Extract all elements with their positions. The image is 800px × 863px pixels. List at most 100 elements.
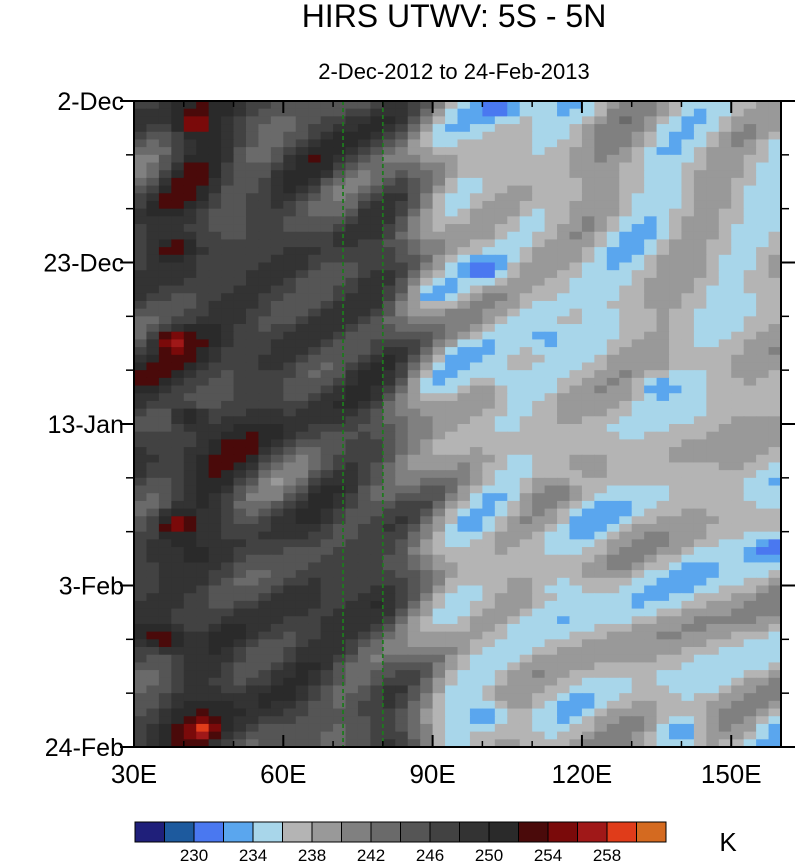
heatmap-cell [606, 239, 620, 248]
heatmap-cell [432, 231, 446, 241]
heatmap-cell [644, 454, 658, 464]
heatmap-cell [382, 439, 396, 448]
heatmap-cell [270, 385, 284, 394]
heatmap-cell [731, 308, 745, 317]
heatmap-cell [283, 562, 297, 571]
heatmap-cell [457, 208, 471, 217]
heatmap-cell [693, 539, 707, 548]
heatmap-cell [407, 277, 421, 287]
heatmap-cell [557, 508, 571, 517]
heatmap-cell [731, 285, 745, 294]
heatmap-cell [532, 300, 546, 310]
heatmap-cell [295, 631, 309, 640]
heatmap-cell [594, 339, 608, 348]
heatmap-cell [544, 116, 558, 125]
heatmap-cell [382, 262, 396, 271]
heatmap-cell [619, 508, 633, 517]
heatmap-cell [693, 200, 707, 210]
heatmap-cell [420, 377, 434, 387]
heatmap-cell [581, 239, 595, 248]
heatmap-cell [245, 424, 260, 433]
heatmap-cell [718, 124, 732, 133]
heatmap-cell [395, 385, 409, 394]
heatmap-cell [681, 193, 695, 202]
heatmap-cell [333, 577, 347, 587]
heatmap-cell [756, 239, 770, 248]
heatmap-cell [395, 354, 409, 364]
heatmap-cell [469, 485, 483, 494]
heatmap-cell [395, 439, 409, 448]
heatmap-cell [183, 539, 197, 548]
heatmap-cell [158, 424, 172, 433]
heatmap-cell [519, 662, 533, 671]
heatmap-cell [656, 270, 670, 279]
heatmap-cell [681, 716, 695, 725]
heatmap-cell [718, 331, 732, 341]
heatmap-cell [395, 393, 409, 402]
heatmap-cell [382, 116, 396, 125]
heatmap-cell [233, 354, 247, 364]
heatmap-cell [482, 539, 496, 548]
heatmap-cell [357, 470, 372, 479]
heatmap-cell [233, 431, 247, 440]
heatmap-cell [619, 277, 633, 287]
heatmap-cell [557, 570, 571, 579]
heatmap-cell [221, 347, 235, 356]
heatmap-cell [320, 400, 334, 410]
heatmap-cell [407, 731, 421, 740]
heatmap-cell [519, 723, 533, 733]
heatmap-cell [420, 224, 434, 233]
heatmap-cell [333, 370, 347, 379]
heatmap-cell [146, 647, 160, 656]
heatmap-cell [581, 224, 595, 233]
heatmap-cell [245, 731, 260, 740]
heatmap-cell [644, 600, 658, 610]
heatmap-cell [134, 101, 148, 110]
heatmap-cell [619, 523, 633, 533]
heatmap-cell [718, 493, 732, 502]
heatmap-cell [494, 370, 508, 379]
heatmap-cell [532, 208, 546, 217]
heatmap-cell [432, 570, 446, 579]
heatmap-cell [581, 670, 595, 679]
heatmap-cell [681, 185, 695, 194]
heatmap-cell [258, 193, 272, 202]
heatmap-cell [345, 177, 359, 187]
heatmap-cell [631, 216, 645, 225]
heatmap-cell [407, 254, 421, 264]
heatmap-cell [158, 400, 172, 410]
heatmap-cell [171, 608, 185, 617]
heatmap-cell [569, 508, 583, 517]
heatmap-cell [718, 547, 732, 556]
heatmap-cell [333, 508, 347, 517]
heatmap-cell [407, 562, 421, 571]
heatmap-cell [146, 693, 160, 702]
heatmap-cell [258, 562, 272, 571]
heatmap-cell [706, 508, 720, 517]
heatmap-cell [295, 193, 309, 202]
heatmap-cell [258, 477, 272, 487]
heatmap-cell [457, 431, 471, 440]
heatmap-cell [731, 154, 745, 164]
heatmap-cell [706, 377, 720, 387]
heatmap-cell [395, 585, 409, 594]
heatmap-cell [432, 731, 446, 740]
heatmap-cell [606, 300, 620, 310]
heatmap-cell [569, 708, 583, 717]
heatmap-cell [320, 170, 334, 179]
heatmap-cell [768, 262, 781, 271]
heatmap-cell [494, 693, 508, 702]
heatmap-cell [581, 400, 595, 410]
heatmap-cell [644, 147, 658, 156]
heatmap-cell [706, 416, 720, 425]
heatmap-cell [245, 539, 260, 548]
heatmap-cell [507, 547, 521, 556]
heatmap-cell [196, 470, 210, 479]
heatmap-cell [345, 101, 359, 110]
heatmap-cell [395, 231, 409, 241]
heatmap-cell [768, 254, 781, 264]
heatmap-cell [295, 447, 309, 456]
heatmap-cell [345, 700, 359, 710]
heatmap-cell [357, 662, 372, 671]
heatmap-cell [333, 485, 347, 494]
